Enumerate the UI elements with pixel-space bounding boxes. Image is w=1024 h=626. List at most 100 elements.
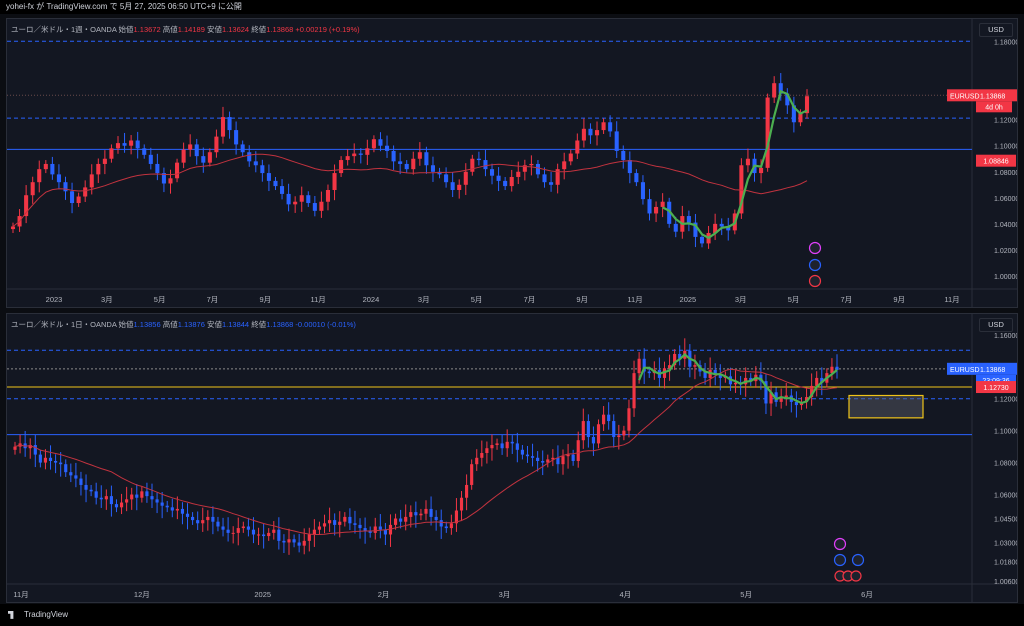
- signal-line: [662, 89, 808, 240]
- candle-body: [273, 180, 278, 187]
- candle-body: [444, 526, 448, 529]
- candle-body: [358, 153, 363, 155]
- candle-body: [319, 201, 324, 211]
- x-tick-label: 5月: [154, 295, 166, 304]
- candle-body: [114, 504, 119, 508]
- candle-body: [54, 460, 58, 463]
- candle-body: [240, 144, 245, 153]
- candle-body: [541, 460, 545, 463]
- x-tick-label: 9月: [893, 295, 905, 304]
- candle-body: [764, 381, 768, 404]
- high-label: 高値: [162, 25, 178, 34]
- candle-body: [388, 524, 393, 535]
- candle-body: [444, 174, 449, 183]
- candle-body: [214, 136, 219, 153]
- candle-body: [89, 489, 93, 492]
- candle-body: [383, 529, 387, 535]
- candle-body: [693, 222, 698, 237]
- candle-body: [654, 206, 659, 214]
- candle-body: [430, 165, 436, 172]
- globe-icon: [833, 553, 847, 567]
- price-tag-symbol: EURUSD: [950, 93, 980, 100]
- x-tick-label: 3月: [418, 295, 430, 304]
- candle-body: [660, 201, 665, 207]
- candle-body: [546, 459, 550, 463]
- y-tick-label: 1.02000: [994, 248, 1018, 255]
- candle-body: [673, 353, 677, 366]
- candle-body: [602, 414, 606, 425]
- flag-icon: [850, 570, 862, 582]
- low-label: 安値: [206, 320, 222, 329]
- price-tag-bg: [947, 362, 1017, 375]
- candle-body: [575, 140, 580, 154]
- candle-body: [185, 513, 190, 517]
- candle-body: [64, 464, 68, 473]
- candle-body: [562, 161, 567, 170]
- y-tick-label: 1.00000: [994, 274, 1018, 281]
- candle-body: [371, 139, 376, 149]
- candle-body: [175, 162, 180, 179]
- candle-body: [424, 508, 428, 514]
- candle-body: [70, 191, 75, 204]
- open-label: 始値: [118, 25, 134, 34]
- candle-body: [551, 457, 555, 460]
- candle-body: [530, 456, 535, 458]
- candle-body: [272, 529, 276, 533]
- daily-chart-pane[interactable]: 1.160001.140001.120001.100001.080001.060…: [6, 313, 1018, 603]
- candle-body: [424, 152, 429, 166]
- candle-body: [450, 182, 455, 191]
- candle-body: [287, 539, 291, 543]
- candle-body: [129, 140, 134, 146]
- candle-body: [63, 182, 68, 192]
- candle-body: [804, 96, 810, 114]
- candle-body: [384, 145, 390, 151]
- candle-body: [693, 365, 697, 367]
- high-value: 1.14189: [177, 25, 205, 34]
- x-tick-label: 2月: [378, 590, 390, 599]
- candle-body: [810, 385, 814, 398]
- x-tick-label: 3月: [101, 295, 113, 304]
- candle-body: [253, 161, 258, 166]
- candle-body: [404, 516, 408, 522]
- moving-average-line: [14, 368, 838, 535]
- currency-button[interactable]: USD: [979, 23, 1013, 37]
- candle-body: [59, 462, 63, 465]
- candle-body: [292, 539, 296, 543]
- candle-body: [307, 534, 311, 541]
- candle-body: [343, 516, 347, 522]
- candle-body: [306, 195, 311, 204]
- currency-button[interactable]: USD: [979, 318, 1013, 332]
- weekly-legend: ユーロ／米ドル・1週・OANDA 始値1.13672 高値1.14189 安値1…: [11, 24, 360, 35]
- candle-body: [739, 165, 744, 214]
- footer-bar: TradingView: [0, 604, 1024, 626]
- weekly-chart-canvas[interactable]: 1.180001.140001.120001.100001.080001.060…: [7, 19, 1018, 308]
- y-tick-label: 1.18000: [994, 40, 1018, 47]
- candle-body: [155, 163, 160, 174]
- candle-body: [267, 532, 271, 537]
- weekly-chart-pane[interactable]: 1.180001.140001.120001.100001.080001.060…: [6, 18, 1018, 308]
- candle-body: [312, 529, 316, 535]
- x-tick-label: 7月: [841, 295, 853, 304]
- candle-body: [525, 454, 530, 457]
- daily-chart-canvas[interactable]: 1.160001.140001.120001.100001.080001.060…: [7, 314, 1018, 603]
- candle-body: [774, 392, 778, 402]
- candle-body: [251, 529, 256, 535]
- close-label: 終値: [251, 320, 267, 329]
- candle-body: [345, 156, 350, 161]
- publish-header: yohei-fx が TradingView.com で 5月 27, 2025…: [0, 0, 1024, 14]
- candle-body: [804, 397, 809, 402]
- candle-body: [96, 163, 101, 175]
- candle-body: [489, 169, 495, 176]
- close-value: 1.13868: [266, 320, 294, 329]
- y-tick-label: 1.04500: [994, 517, 1018, 524]
- candle-body: [74, 475, 78, 479]
- candle-body: [168, 178, 173, 184]
- x-tick-label: 2024: [363, 295, 380, 304]
- candle-body: [69, 472, 73, 476]
- candle-body: [286, 193, 291, 205]
- candle-body: [509, 176, 514, 187]
- symbol-line: ユーロ／米ドル・1週・OANDA: [11, 25, 117, 34]
- candle-body: [621, 150, 626, 161]
- candle-body: [475, 457, 479, 465]
- candle-body: [201, 520, 205, 524]
